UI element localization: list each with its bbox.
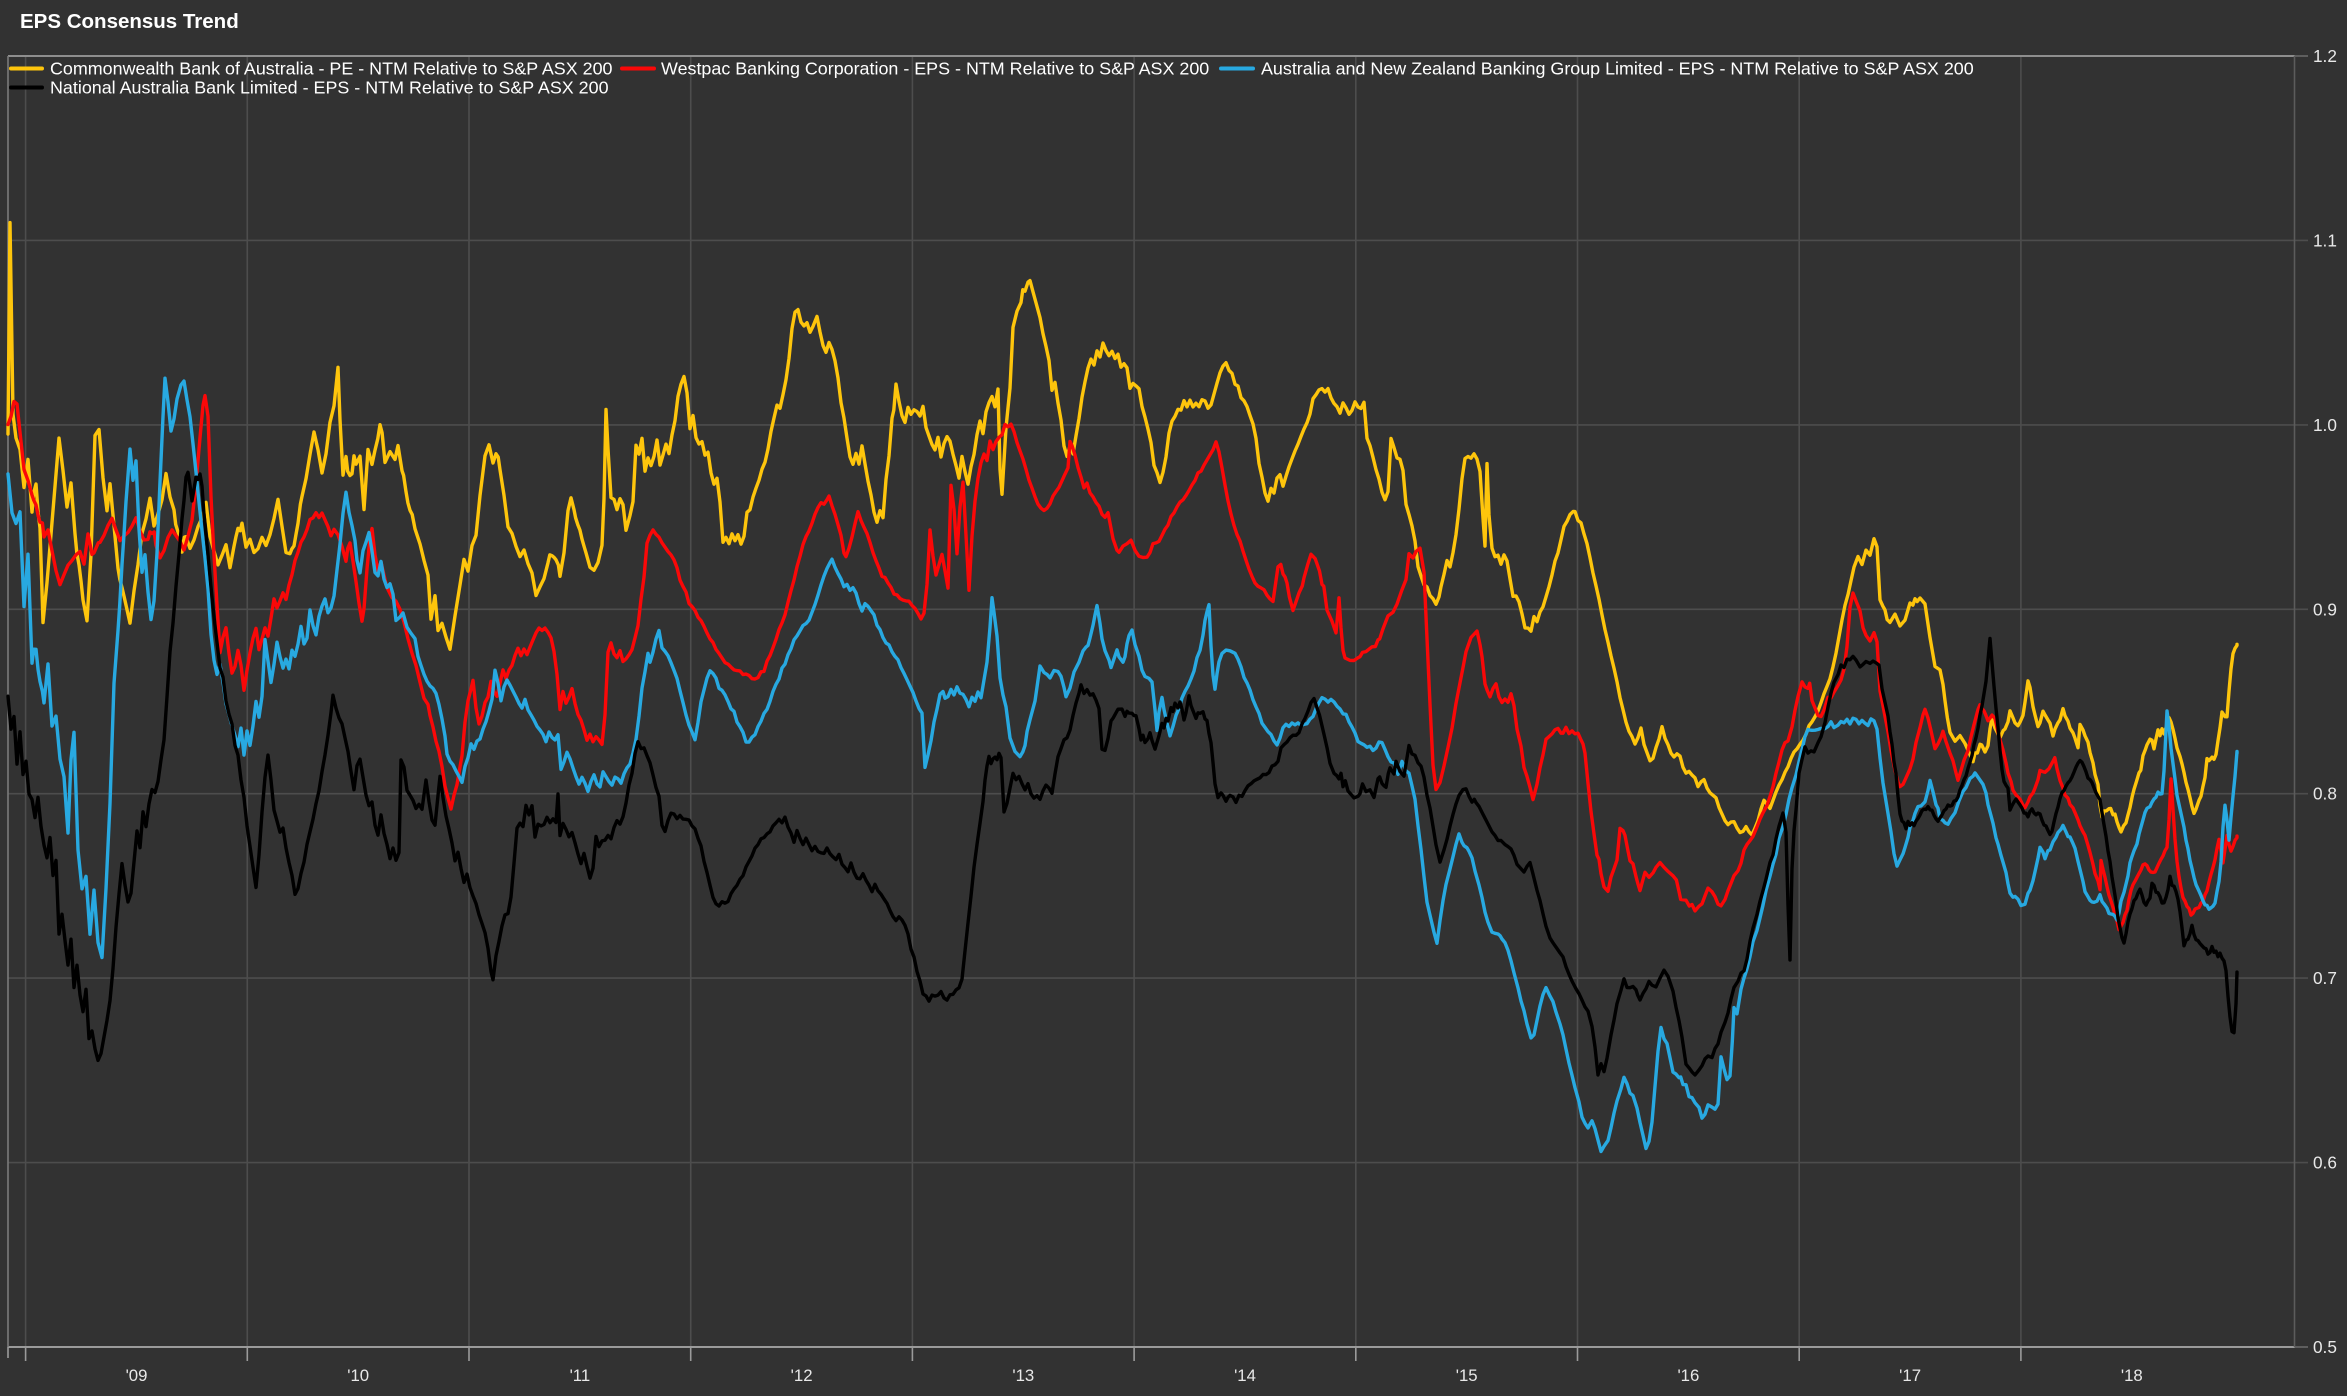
svg-text:'09: '09 [126,1366,148,1385]
svg-text:1.0: 1.0 [2313,415,2337,435]
svg-text:'16: '16 [1677,1366,1699,1385]
svg-text:'18: '18 [2121,1366,2143,1385]
svg-text:'15: '15 [1456,1366,1478,1385]
svg-text:0.7: 0.7 [2313,968,2337,988]
svg-text:'11: '11 [570,1366,591,1385]
svg-text:National Australia Bank Limite: National Australia Bank Limited - EPS - … [50,78,609,98]
svg-text:'17: '17 [1899,1366,1921,1385]
svg-text:'14: '14 [1234,1366,1256,1385]
svg-text:0.9: 0.9 [2313,599,2337,619]
svg-text:Australia and New Zealand Bank: Australia and New Zealand Banking Group … [1261,59,1974,79]
svg-text:EPS Consensus Trend: EPS Consensus Trend [20,10,239,33]
svg-text:0.5: 0.5 [2313,1337,2337,1357]
svg-text:'12: '12 [791,1366,813,1385]
svg-text:Westpac Banking Corporation -: Westpac Banking Corporation - EPS - NTM … [661,59,1209,79]
svg-text:1.1: 1.1 [2313,230,2337,250]
svg-text:1.2: 1.2 [2313,46,2337,66]
svg-text:'13: '13 [1012,1366,1034,1385]
svg-text:'10: '10 [347,1366,369,1385]
svg-text:0.8: 0.8 [2313,784,2337,804]
svg-text:Commonwealth Bank of Australia: Commonwealth Bank of Australia - PE - NT… [50,59,613,79]
svg-text:0.6: 0.6 [2313,1153,2337,1173]
